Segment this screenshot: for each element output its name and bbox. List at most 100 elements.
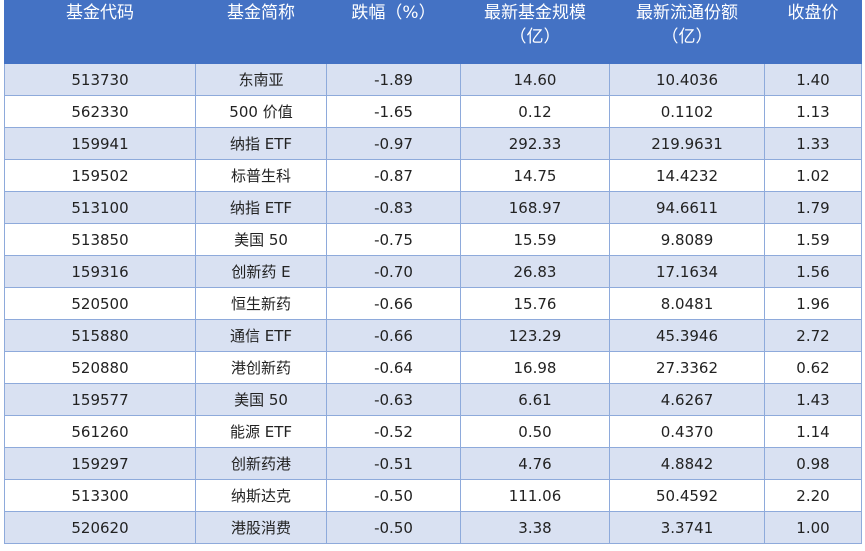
fund-code-cell: 520620 xyxy=(4,511,196,544)
fund-name-cell: 港创新药 xyxy=(195,351,327,384)
fund-size-cell: 4.76 xyxy=(460,447,610,480)
circulating-shares-header: 最新流通份额 （亿） xyxy=(609,0,765,64)
header-label: 最新基金规模 xyxy=(484,3,586,23)
circulating-shares-cell: 94.6611 xyxy=(609,191,765,224)
fund-size-cell: 14.75 xyxy=(460,159,610,192)
header-label: 基金代码 xyxy=(66,3,134,23)
fund-code-cell: 513730 xyxy=(4,63,196,96)
circulating-shares-cell: 10.4036 xyxy=(609,63,765,96)
circulating-shares-cell: 0.1102 xyxy=(609,95,765,128)
circulating-shares-cell: 4.6267 xyxy=(609,383,765,416)
fund-size-cell: 15.59 xyxy=(460,223,610,256)
table-row: 159502 标普生科 -0.87 14.75 14.4232 1.02 xyxy=(4,159,862,192)
table-row: 520620 港股消费 -0.50 3.38 3.3741 1.00 xyxy=(4,511,862,544)
close-price-header: 收盘价 xyxy=(764,0,862,64)
circulating-shares-cell: 8.0481 xyxy=(609,287,765,320)
decline-pct-cell: -0.51 xyxy=(326,447,461,480)
fund-code-cell: 159941 xyxy=(4,127,196,160)
decline-pct-cell: -0.97 xyxy=(326,127,461,160)
fund-code-cell: 515880 xyxy=(4,319,196,352)
close-price-cell: 1.00 xyxy=(764,511,862,544)
fund-code-cell: 520880 xyxy=(4,351,196,384)
fund-size-cell: 0.50 xyxy=(460,415,610,448)
table-row: 513300 纳斯达克 -0.50 111.06 50.4592 2.20 xyxy=(4,479,862,512)
decline-pct-cell: -0.64 xyxy=(326,351,461,384)
header-label: 跌幅（%） xyxy=(351,3,436,23)
table-row: 513850 美国 50 -0.75 15.59 9.8089 1.59 xyxy=(4,223,862,256)
close-price-cell: 0.62 xyxy=(764,351,862,384)
decline-pct-cell: -1.89 xyxy=(326,63,461,96)
fund-code-cell: 513300 xyxy=(4,479,196,512)
fund-name-cell: 500 价值 xyxy=(195,95,327,128)
fund-code-header: 基金代码 xyxy=(4,0,196,64)
close-price-cell: 0.98 xyxy=(764,447,862,480)
fund-size-cell: 123.29 xyxy=(460,319,610,352)
fund-size-cell: 15.76 xyxy=(460,287,610,320)
table-row: 159297 创新药港 -0.51 4.76 4.8842 0.98 xyxy=(4,447,862,480)
fund-size-header: 最新基金规模 （亿） xyxy=(460,0,610,64)
fund-code-cell: 513850 xyxy=(4,223,196,256)
close-price-cell: 1.40 xyxy=(764,63,862,96)
fund-size-cell: 292.33 xyxy=(460,127,610,160)
close-price-cell: 2.20 xyxy=(764,479,862,512)
circulating-shares-cell: 14.4232 xyxy=(609,159,765,192)
fund-size-cell: 6.61 xyxy=(460,383,610,416)
close-price-cell: 1.14 xyxy=(764,415,862,448)
fund-name-cell: 纳指 ETF xyxy=(195,127,327,160)
fund-name-cell: 通信 ETF xyxy=(195,319,327,352)
table-row: 520880 港创新药 -0.64 16.98 27.3362 0.62 xyxy=(4,351,862,384)
table-row: 159577 美国 50 -0.63 6.61 4.6267 1.43 xyxy=(4,383,862,416)
fund-size-cell: 0.12 xyxy=(460,95,610,128)
fund-name-cell: 港股消费 xyxy=(195,511,327,544)
decline-pct-cell: -0.63 xyxy=(326,383,461,416)
circulating-shares-cell: 4.8842 xyxy=(609,447,765,480)
table-row: 513730 东南亚 -1.89 14.60 10.4036 1.40 xyxy=(4,63,862,96)
header-label: 收盘价 xyxy=(787,3,839,23)
decline-pct-cell: -0.66 xyxy=(326,319,461,352)
fund-code-cell: 159297 xyxy=(4,447,196,480)
fund-name-header: 基金简称 xyxy=(195,0,327,64)
circulating-shares-cell: 27.3362 xyxy=(609,351,765,384)
table-row: 562330 500 价值 -1.65 0.12 0.1102 1.13 xyxy=(4,95,862,128)
close-price-cell: 1.43 xyxy=(764,383,862,416)
fund-code-cell: 520500 xyxy=(4,287,196,320)
table-body: 513730 东南亚 -1.89 14.60 10.4036 1.40 562330 500 … xyxy=(4,63,862,544)
table-row: 513100 纳指 ETF -0.83 168.97 94.6611 1.79 xyxy=(4,191,862,224)
fund-table: 基金代码 基金简称 跌幅（%） 最新基金规模 （亿） 最新流通份额 （亿） 收盘价 51373… xyxy=(4,0,862,544)
circulating-shares-cell: 50.4592 xyxy=(609,479,765,512)
close-price-cell: 1.02 xyxy=(764,159,862,192)
circulating-shares-cell: 17.1634 xyxy=(609,255,765,288)
fund-name-cell: 标普生科 xyxy=(195,159,327,192)
fund-size-cell: 16.98 xyxy=(460,351,610,384)
decline-pct-cell: -0.50 xyxy=(326,511,461,544)
circulating-shares-cell: 0.4370 xyxy=(609,415,765,448)
fund-size-cell: 26.83 xyxy=(460,255,610,288)
fund-size-cell: 111.06 xyxy=(460,479,610,512)
decline-pct-cell: -0.50 xyxy=(326,479,461,512)
fund-code-cell: 561260 xyxy=(4,415,196,448)
circulating-shares-cell: 219.9631 xyxy=(609,127,765,160)
fund-size-cell: 14.60 xyxy=(460,63,610,96)
circulating-shares-cell: 45.3946 xyxy=(609,319,765,352)
decline-pct-cell: -0.75 xyxy=(326,223,461,256)
fund-code-cell: 159577 xyxy=(4,383,196,416)
fund-name-cell: 创新药港 xyxy=(195,447,327,480)
fund-name-cell: 东南亚 xyxy=(195,63,327,96)
table-row: 159316 创新药 E -0.70 26.83 17.1634 1.56 xyxy=(4,255,862,288)
close-price-cell: 1.96 xyxy=(764,287,862,320)
close-price-cell: 2.72 xyxy=(764,319,862,352)
fund-code-cell: 513100 xyxy=(4,191,196,224)
header-label: 基金简称 xyxy=(227,3,295,23)
decline-pct-cell: -1.65 xyxy=(326,95,461,128)
decline-pct-cell: -0.70 xyxy=(326,255,461,288)
close-price-cell: 1.79 xyxy=(764,191,862,224)
decline-pct-header: 跌幅（%） xyxy=(326,0,461,64)
table-row: 515880 通信 ETF -0.66 123.29 45.3946 2.72 xyxy=(4,319,862,352)
header-label: （亿） xyxy=(661,27,713,47)
table-row: 561260 能源 ETF -0.52 0.50 0.4370 1.14 xyxy=(4,415,862,448)
fund-name-cell: 纳斯达克 xyxy=(195,479,327,512)
table-header: 基金代码 基金简称 跌幅（%） 最新基金规模 （亿） 最新流通份额 （亿） 收盘价 xyxy=(4,0,862,64)
fund-name-cell: 创新药 E xyxy=(195,255,327,288)
fund-code-cell: 159316 xyxy=(4,255,196,288)
fund-code-cell: 159502 xyxy=(4,159,196,192)
